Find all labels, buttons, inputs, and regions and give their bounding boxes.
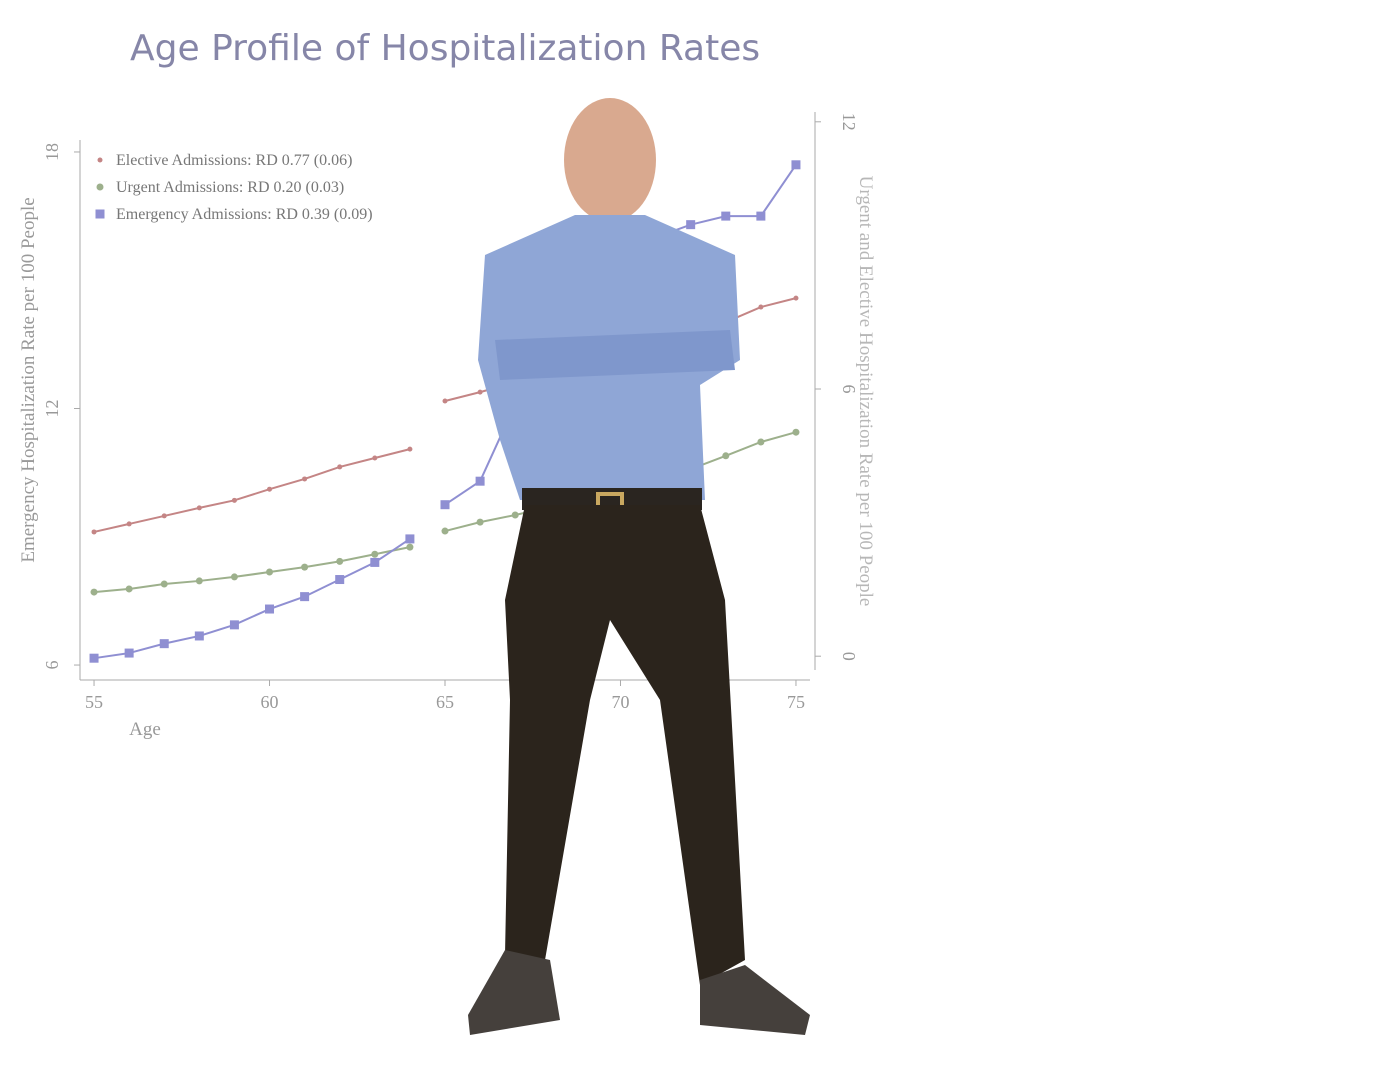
y-tick-label: 18 [42, 143, 62, 161]
marker [91, 529, 97, 535]
legend-marker [97, 157, 103, 163]
marker [477, 389, 483, 395]
marker [336, 557, 344, 565]
legend-marker [95, 209, 105, 219]
marker [89, 653, 99, 663]
marker [90, 588, 98, 596]
marker [159, 639, 169, 649]
marker [302, 476, 308, 482]
x-tick-label: 75 [787, 692, 805, 712]
marker [160, 580, 168, 588]
marker [124, 648, 134, 658]
belt [522, 488, 702, 510]
marker [756, 211, 766, 221]
y-axis-label: Emergency Hospitalization Rate per 100 P… [18, 197, 39, 562]
marker [267, 486, 273, 492]
trousers [505, 505, 745, 985]
marker [371, 550, 379, 558]
marker [793, 295, 799, 301]
shoe [700, 965, 810, 1035]
marker [125, 585, 133, 593]
marker [300, 592, 310, 602]
marker [229, 620, 239, 630]
marker [721, 211, 731, 221]
marker [722, 452, 730, 460]
marker [791, 160, 801, 170]
marker [405, 534, 415, 544]
marker [126, 521, 132, 527]
x-tick-label: 70 [611, 692, 629, 712]
marker [476, 518, 484, 526]
marker [335, 575, 345, 585]
y-tick-label: 6 [42, 661, 62, 670]
person-photo [468, 98, 810, 1035]
shoe [468, 950, 560, 1035]
marker [440, 500, 450, 510]
marker [372, 455, 378, 461]
marker [441, 527, 449, 535]
series-line [93, 538, 411, 660]
marker [301, 563, 309, 571]
chart-title: Age Profile of Hospitalization Rates [130, 28, 760, 69]
marker [370, 557, 380, 567]
marker [196, 505, 202, 511]
y2-axis-label: Urgent and Elective Hospitalization Rate… [855, 176, 876, 607]
y-tick-label: 12 [42, 400, 62, 418]
y2-tick-label: 0 [839, 652, 859, 661]
legend-marker [96, 183, 104, 191]
marker [757, 438, 765, 446]
marker [231, 497, 237, 503]
arms [495, 330, 735, 380]
marker [686, 220, 696, 230]
marker [442, 398, 448, 404]
legend-label: Urgent Admissions: RD 0.20 (0.03) [116, 179, 344, 196]
marker [407, 446, 413, 452]
marker [792, 428, 800, 436]
marker [230, 573, 238, 581]
marker [337, 464, 343, 470]
marker [266, 568, 274, 576]
marker [265, 604, 275, 614]
x-tick-label: 55 [85, 692, 103, 712]
marker [406, 543, 414, 551]
series-line [93, 546, 411, 594]
plot-area: 55 60 65 70 75 6 12 18 0 6 12 Age Emergency Hospital… [18, 112, 876, 740]
series-line [93, 448, 411, 533]
marker [511, 511, 519, 519]
y2-tick-label: 6 [839, 384, 859, 393]
x-tick-label: 60 [261, 692, 279, 712]
marker [161, 513, 167, 519]
head [564, 98, 656, 222]
y2-tick-label: 12 [839, 113, 859, 131]
marker [195, 577, 203, 585]
legend-label: Emergency Admissions: RD 0.39 (0.09) [116, 206, 373, 223]
legend-label: Elective Admissions: RD 0.77 (0.06) [116, 152, 352, 169]
x-axis-label: Age [129, 719, 161, 740]
x-tick-label: 65 [436, 692, 454, 712]
marker [758, 304, 764, 310]
marker [194, 631, 204, 641]
marker [475, 476, 485, 486]
